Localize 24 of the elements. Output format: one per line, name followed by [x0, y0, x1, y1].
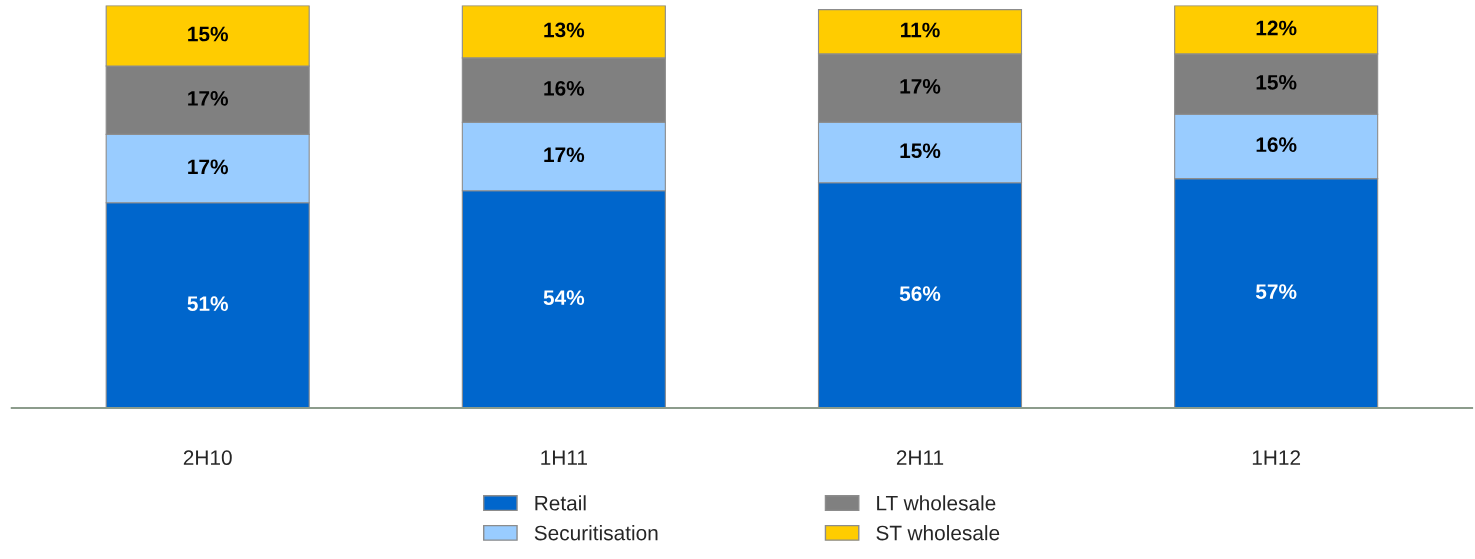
data-label: 16% [544, 80, 585, 96]
data-label: 17% [188, 159, 228, 175]
data-label: 13% [544, 22, 585, 38]
data-label: 15% [1256, 74, 1297, 90]
legend-label: ST wholesale [876, 525, 1000, 541]
data-label: 11% [901, 22, 940, 38]
legend-label: Securitisation [534, 525, 658, 541]
data-label: 17% [188, 91, 228, 106]
x-tick-label: 2H10 [183, 450, 232, 466]
data-label: 17% [544, 147, 585, 163]
data-label: 17% [900, 78, 941, 94]
data-label: 15% [188, 26, 228, 42]
data-label: 15% [900, 143, 941, 159]
data-label: 56% [899, 286, 941, 301]
data-label: 54% [543, 290, 585, 305]
data-label: 12% [1256, 20, 1297, 36]
data-label: 16% [1256, 137, 1297, 153]
x-tick-label: 2H11 [896, 450, 944, 465]
legend-label: Retail [535, 495, 586, 511]
data-label: 57% [1255, 284, 1297, 299]
legend-label: LT wholesale [877, 495, 996, 511]
x-tick-label: 1H12 [1252, 450, 1301, 465]
x-tick-label: 1H11 [541, 450, 587, 465]
data-label: 51% [187, 296, 228, 312]
